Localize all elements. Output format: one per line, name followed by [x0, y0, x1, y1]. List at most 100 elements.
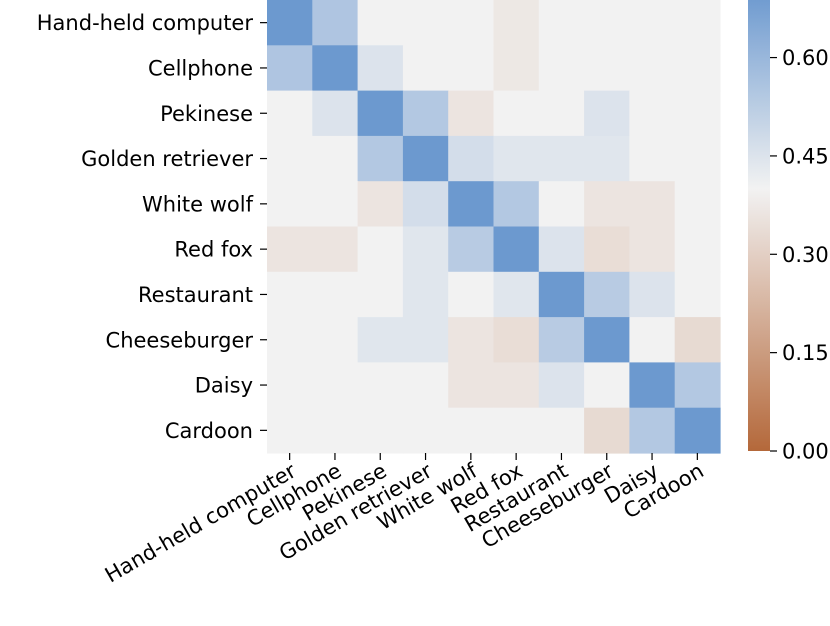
colorbar-tick-label: 0.30 — [782, 243, 829, 267]
heatmap-cell — [674, 362, 721, 409]
heatmap-cell — [267, 362, 313, 409]
heatmap-cell — [584, 0, 630, 46]
heatmap-cell — [538, 362, 585, 409]
y-tick-label: Cardoon — [165, 419, 253, 443]
heatmap-cell — [493, 90, 540, 137]
heatmap-cell — [674, 45, 721, 92]
y-tick-label: Restaurant — [138, 283, 253, 307]
heatmap-cell — [493, 181, 540, 228]
heatmap-cell — [357, 0, 404, 46]
heatmap-cell — [448, 362, 495, 409]
heatmap-cell — [312, 317, 359, 363]
heatmap-cell — [493, 362, 540, 409]
heatmap-cell — [538, 0, 585, 46]
y-tick-label: White wolf — [142, 192, 254, 216]
heatmap-cell — [674, 226, 721, 273]
y-tick-label: Red fox — [174, 238, 253, 262]
heatmap-cell — [448, 407, 495, 454]
heatmap-cell — [448, 90, 495, 137]
heatmap-cell — [312, 226, 359, 273]
heatmap-cell — [629, 135, 676, 182]
heatmap-cell — [584, 226, 630, 273]
heatmap-cell — [357, 45, 404, 92]
y-tick-label: Cellphone — [148, 56, 253, 80]
colorbar-tick-label: 0.45 — [782, 144, 829, 168]
y-tick-label: Hand-held computer — [37, 11, 254, 35]
heatmap-cell — [402, 135, 449, 182]
heatmap-cell — [448, 226, 495, 273]
heatmap-cell — [629, 0, 676, 46]
heatmap-cell — [267, 317, 313, 363]
y-tick-label: Golden retriever — [81, 147, 253, 171]
colorbar: 0.00 0.15 0.30 0.45 0.60 — [748, 0, 829, 464]
heatmap-cell — [357, 362, 404, 409]
heatmap-cell — [629, 407, 676, 454]
heatmap-cell — [674, 181, 721, 228]
heatmap-cell — [448, 271, 495, 318]
heatmap-cell — [448, 181, 495, 228]
heatmap-cell — [584, 271, 630, 318]
heatmap-cell — [674, 407, 721, 454]
colorbar-tick-label: 0.15 — [782, 341, 829, 365]
heatmap-cell — [584, 90, 630, 137]
heatmap-cell — [267, 407, 313, 454]
heatmap-cell — [312, 0, 359, 46]
heatmap-cell — [584, 181, 630, 228]
heatmap-cell — [538, 135, 585, 182]
heatmap-cell — [629, 45, 676, 92]
heatmap-cell — [493, 271, 540, 318]
x-tick-label: Hand-held computer — [101, 458, 301, 587]
heatmap-cell — [674, 90, 721, 137]
heatmap-cell — [402, 226, 449, 273]
heatmap-cell — [584, 362, 630, 409]
heatmap-cell — [402, 90, 449, 137]
heatmap-cell — [629, 317, 676, 363]
heatmap-cell — [538, 226, 585, 273]
heatmap-cell — [402, 45, 449, 92]
heatmap-cell — [402, 317, 449, 363]
heatmap-cell — [629, 226, 676, 273]
heatmap-cell — [448, 317, 495, 363]
y-axis: Hand-held computer Cellphone Pekinese Golde… — [37, 11, 267, 443]
heatmap-cell — [267, 271, 313, 318]
heatmap-cell — [312, 135, 359, 182]
heatmap-cell — [584, 135, 630, 182]
y-tick-label: Cheeseburger — [106, 328, 254, 352]
heatmap-cell — [312, 407, 359, 454]
heatmap-cell — [402, 362, 449, 409]
heatmap-cell — [402, 271, 449, 318]
heatmap-cell — [493, 407, 540, 454]
heatmap-cell — [448, 0, 495, 46]
heatmap-cell — [357, 407, 404, 454]
heatmap-cell — [357, 317, 404, 363]
heatmap-cell — [357, 226, 404, 273]
colorbar-tick-label: 0.60 — [782, 46, 829, 70]
heatmap-cell — [267, 0, 313, 46]
heatmap-cell — [357, 90, 404, 137]
heatmap-cell — [312, 181, 359, 228]
heatmap-cell — [402, 0, 449, 46]
heatmap-cells — [267, 0, 721, 454]
heatmap-cell — [629, 362, 676, 409]
heatmap-cell — [448, 45, 495, 92]
colorbar-gradient — [748, 0, 770, 451]
heatmap-cell — [312, 271, 359, 318]
heatmap-cell — [402, 181, 449, 228]
heatmap-cell — [584, 45, 630, 92]
heatmap-cell — [493, 135, 540, 182]
heatmap-cell — [538, 271, 585, 318]
heatmap-cell — [357, 135, 404, 182]
heatmap-cell — [493, 226, 540, 273]
y-tick-label: Pekinese — [160, 102, 253, 126]
heatmap-cell — [493, 317, 540, 363]
heatmap-cell — [267, 226, 313, 273]
heatmap-cell — [538, 90, 585, 137]
heatmap-cell — [629, 90, 676, 137]
heatmap-cell — [538, 317, 585, 363]
heatmap-cell — [267, 45, 313, 92]
heatmap-cell — [357, 181, 404, 228]
heatmap-cell — [312, 45, 359, 92]
heatmap-cell — [674, 0, 721, 46]
heatmap-cell — [402, 407, 449, 454]
